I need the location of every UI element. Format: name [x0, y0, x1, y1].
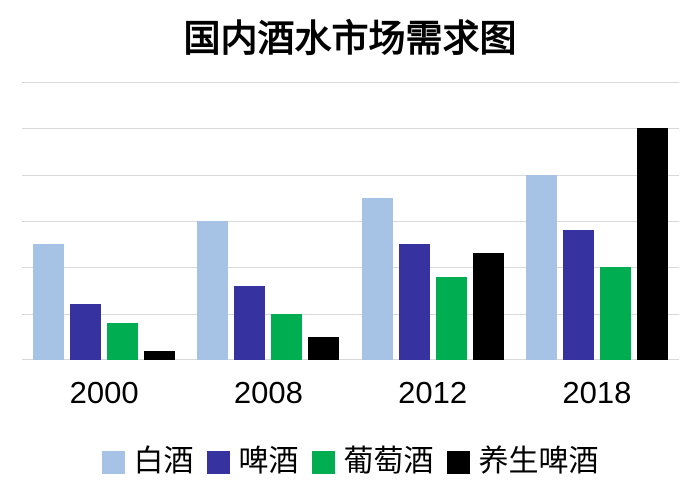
legend: 白酒 啤酒 葡萄酒 养生啤酒 [0, 447, 700, 477]
gridline [22, 313, 679, 315]
legend-swatch-白酒 [101, 450, 125, 474]
bar-白酒-2012 [361, 197, 393, 360]
gridline [22, 221, 679, 222]
x-axis-label-2008: 2008 [233, 375, 303, 410]
bar-养生啤酒-2012 [472, 253, 504, 360]
bar-group-2012 [351, 82, 515, 360]
chart-title: 国内酒水市场需求图 [183, 19, 517, 60]
gridline [22, 267, 679, 269]
bar-白酒-2018 [525, 174, 557, 360]
bar-啤酒-2000 [70, 304, 102, 360]
bar-啤酒-2012 [398, 244, 430, 360]
gridline [22, 174, 679, 176]
bar-白酒-2000 [33, 244, 65, 360]
legend-label-养生啤酒: 养生啤酒 [478, 445, 599, 478]
bar-group-2008 [186, 82, 350, 360]
bar-白酒-2008 [197, 221, 229, 360]
bars-layer [22, 82, 679, 360]
legend-item-养生啤酒: 养生啤酒 [446, 445, 599, 478]
bar-葡萄酒-2012 [435, 276, 467, 360]
legend-item-白酒: 白酒 [101, 445, 194, 478]
legend-label-葡萄酒: 葡萄酒 [343, 445, 434, 478]
gridline [22, 82, 679, 83]
plot-area [22, 82, 679, 360]
bar-group-2000 [22, 82, 186, 360]
legend-label-白酒: 白酒 [133, 445, 194, 478]
legend-item-葡萄酒: 葡萄酒 [311, 445, 434, 478]
x-axis: 2000 2008 2012 2018 [22, 375, 679, 411]
x-axis-label-2018: 2018 [562, 375, 632, 410]
legend-item-啤酒: 啤酒 [206, 445, 299, 478]
bar-group-2018 [515, 82, 679, 360]
bar-葡萄酒-2000 [107, 322, 139, 360]
bar-葡萄酒-2008 [271, 313, 303, 360]
bar-养生啤酒-2008 [308, 336, 340, 360]
gridline [22, 359, 679, 360]
gridline [22, 128, 679, 130]
legend-swatch-葡萄酒 [311, 450, 335, 474]
bar-养生啤酒-2018 [636, 128, 668, 360]
legend-label-啤酒: 啤酒 [238, 445, 299, 478]
bar-养生啤酒-2000 [144, 350, 176, 360]
bar-啤酒-2018 [562, 230, 594, 360]
legend-swatch-养生啤酒 [446, 450, 470, 474]
legend-swatch-啤酒 [206, 450, 230, 474]
bar-葡萄酒-2018 [599, 267, 631, 360]
x-axis-label-2000: 2000 [69, 375, 139, 410]
x-axis-label-2012: 2012 [398, 375, 468, 410]
bar-啤酒-2008 [234, 285, 266, 360]
